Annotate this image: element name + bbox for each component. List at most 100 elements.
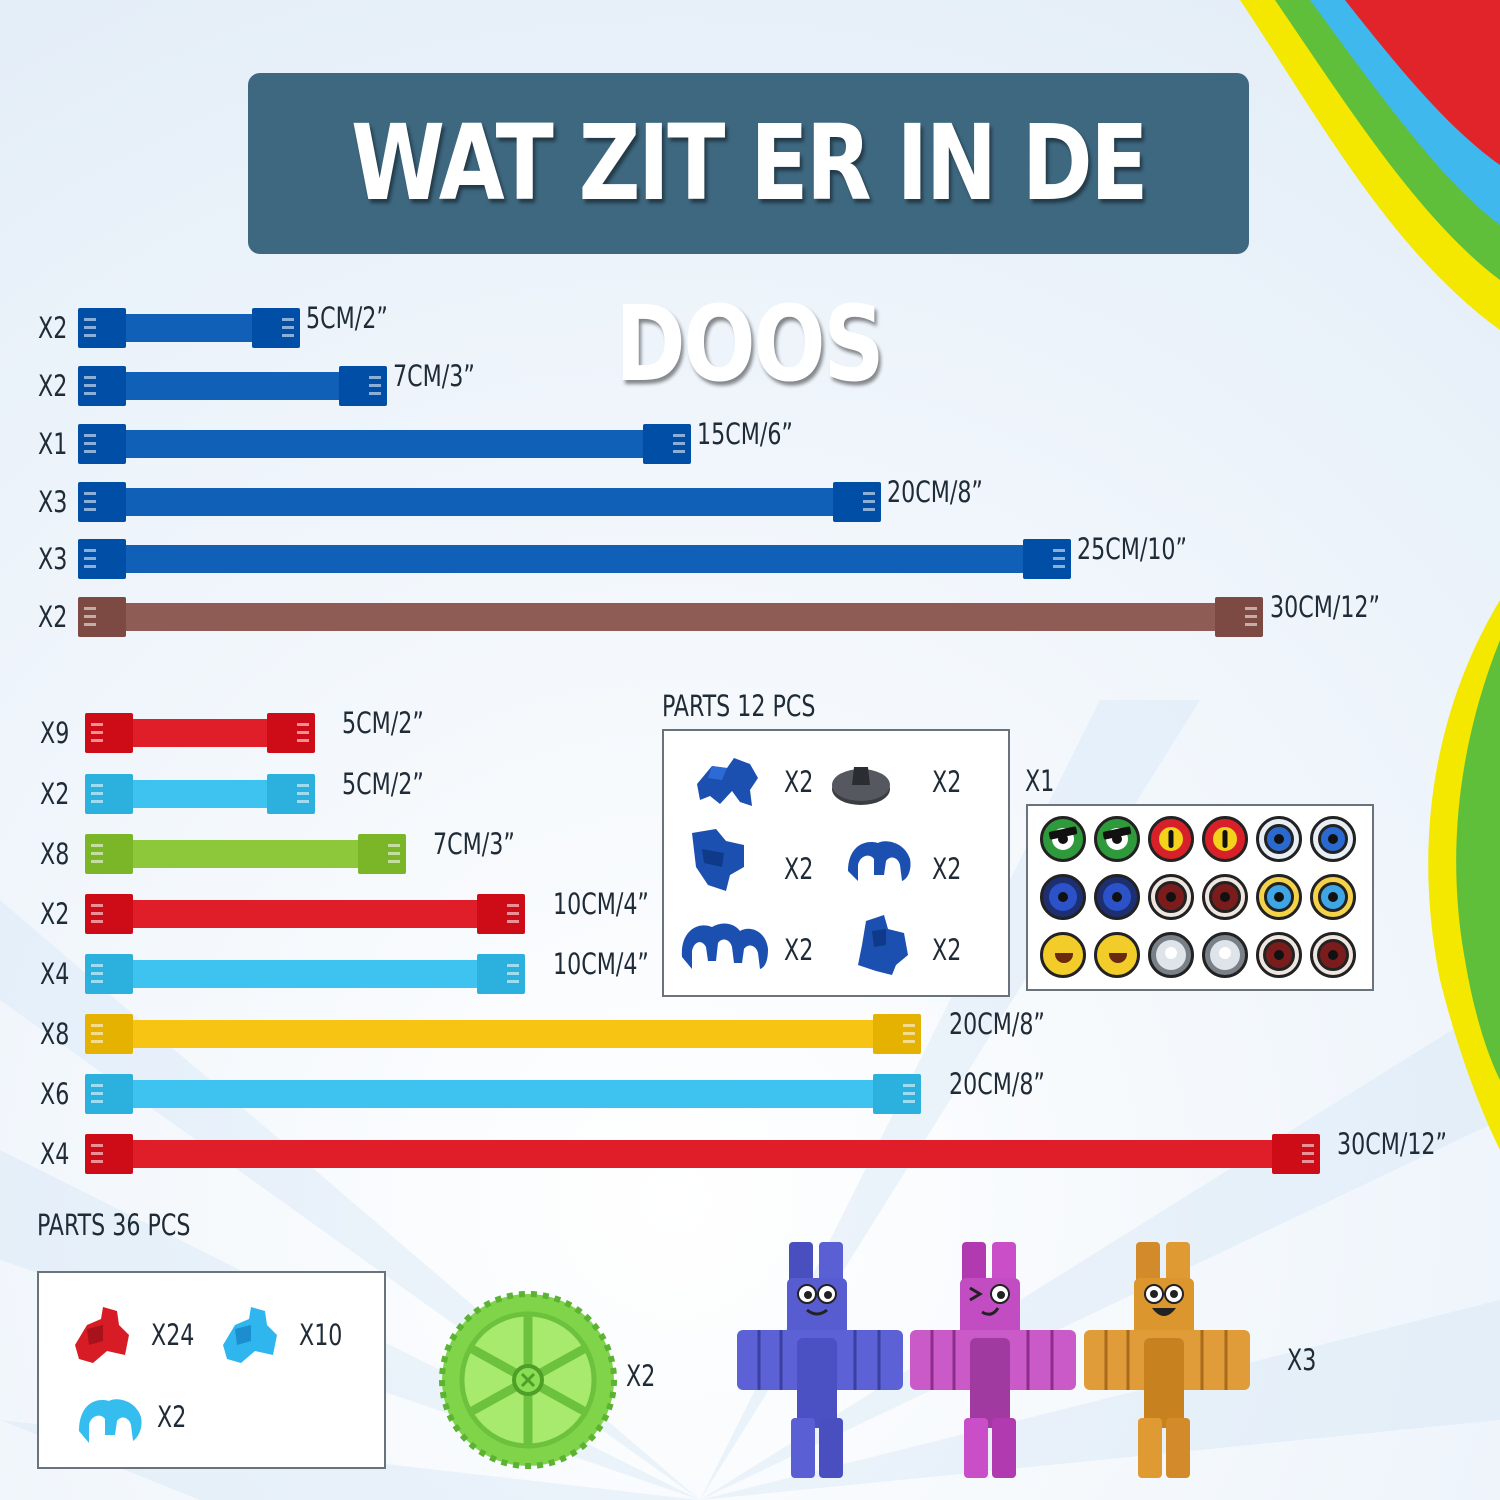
eye-sticker-yellow-face — [1094, 932, 1140, 978]
rod-blue — [78, 366, 387, 406]
wheel-qty: X2 — [626, 1359, 656, 1393]
rod-qty: X3 — [38, 485, 68, 519]
rod-end-cap — [477, 954, 525, 994]
rod-qty: X2 — [40, 777, 70, 811]
parts-36-qty: X2 — [157, 1400, 187, 1434]
rod-length-label: 20CM/8” — [949, 1007, 1045, 1041]
rod-body — [85, 960, 525, 988]
blue-hook-icon — [848, 841, 911, 881]
eye-sticker-navy — [1040, 874, 1086, 920]
rod-red — [85, 894, 525, 934]
eye-sticker-silver — [1202, 932, 1248, 978]
eyes-sheet-qty: X1 — [1025, 764, 1055, 798]
rod-end-cap — [477, 894, 525, 934]
parts-12-panel: X2 X2 X2 X2 X2 X2 — [662, 729, 1010, 997]
rod-qty: X2 — [40, 897, 70, 931]
rod-length-label: 20CM/8” — [949, 1067, 1045, 1101]
rod-end-cap — [85, 954, 133, 994]
eye-sticker-brown — [1256, 932, 1302, 978]
rod-light_blue — [85, 1074, 921, 1114]
rod-end-cap — [358, 834, 406, 874]
parts-36-label: PARTS 36 PCS — [37, 1208, 191, 1242]
rod-green — [85, 834, 406, 874]
rod-length-label: 5CM/2” — [342, 767, 424, 801]
rod-qty: X2 — [38, 311, 68, 345]
rod-end-cap — [252, 308, 300, 348]
eye-sticker-green-angry — [1094, 816, 1140, 862]
rod-body — [78, 488, 881, 516]
eye-sticker-blue-ring — [1256, 816, 1302, 862]
rod-body — [78, 603, 1263, 631]
grey-base-icon — [832, 767, 890, 805]
parts-12-qty: X2 — [932, 852, 962, 886]
rod-end-cap — [85, 834, 133, 874]
parts-36-panel: X24 X10 X2 — [37, 1271, 386, 1469]
rod-qty: X4 — [40, 1137, 70, 1171]
rod-end-cap — [78, 597, 126, 637]
rod-red — [85, 713, 315, 753]
orange-figure-icon — [1084, 1242, 1250, 1478]
eye-sticker-navy — [1094, 874, 1140, 920]
rod-length-label: 7CM/3” — [433, 827, 515, 861]
rod-end-cap — [833, 482, 881, 522]
rod-yellow — [85, 1014, 921, 1054]
eye-sticker-light-blue — [1256, 874, 1302, 920]
rod-end-cap — [78, 539, 126, 579]
rod-end-cap — [85, 774, 133, 814]
blue-connector-icon — [697, 758, 758, 806]
parts-12-qty: X2 — [784, 765, 814, 799]
rod-end-cap — [78, 482, 126, 522]
rod-end-cap — [267, 713, 315, 753]
rod-end-cap — [643, 424, 691, 464]
rod-end-cap — [873, 1074, 921, 1114]
rod-qty: X4 — [40, 957, 70, 991]
rod-body — [78, 430, 691, 458]
light-blue-hook-icon — [79, 1399, 142, 1443]
rod-body — [85, 840, 406, 868]
rod-body — [85, 900, 525, 928]
rod-end-cap — [85, 894, 133, 934]
rod-end-cap — [267, 774, 315, 814]
rod-end-cap — [78, 308, 126, 348]
parts-36-qty: X24 — [151, 1318, 195, 1352]
purple-figure-icon — [737, 1242, 903, 1478]
rod-qty: X2 — [38, 600, 68, 634]
parts-12-qty: X2 — [784, 933, 814, 967]
eye-sticker-red-cat — [1202, 816, 1248, 862]
eye-sticker-silver — [1148, 932, 1194, 978]
eye-sticker-red-cat — [1148, 816, 1194, 862]
blue-joint-icon — [858, 915, 908, 975]
eyes-sticker-sheet — [1026, 804, 1374, 991]
rod-body — [78, 545, 1071, 573]
rod-body — [85, 1080, 921, 1108]
parts-12-qty: X2 — [932, 933, 962, 967]
eye-sticker-light-blue — [1310, 874, 1356, 920]
rod-qty: X1 — [38, 427, 68, 461]
parts-36-qty: X10 — [299, 1318, 343, 1352]
parts-12-qty: X2 — [932, 765, 962, 799]
rod-qty: X6 — [40, 1077, 70, 1111]
rod-length-label: 30CM/12” — [1337, 1127, 1448, 1161]
pink-figure-icon — [910, 1242, 1076, 1478]
red-connector-icon — [75, 1307, 129, 1363]
rod-end-cap — [85, 1074, 133, 1114]
rod-brown — [78, 597, 1263, 637]
parts-12-qty: X2 — [784, 852, 814, 886]
rod-length-label: 10CM/4” — [553, 887, 649, 921]
rod-length-label: 5CM/2” — [306, 301, 388, 335]
eye-sticker-blue-ring — [1310, 816, 1356, 862]
rod-qty: X9 — [40, 716, 70, 750]
parts-12-label: PARTS 12 PCS — [662, 689, 816, 723]
rod-length-label: 15CM/6” — [697, 417, 793, 451]
blue-double-hook-icon — [681, 923, 768, 969]
rod-length-label: 7CM/3” — [393, 359, 475, 393]
green-wheel-icon — [439, 1291, 617, 1469]
rod-end-cap — [339, 366, 387, 406]
title-banner: WAT ZIT ER IN DE DOOS — [248, 73, 1249, 405]
rod-end-cap — [1215, 597, 1263, 637]
rod-end-cap — [85, 1134, 133, 1174]
blue-clip-icon — [692, 829, 744, 891]
eye-sticker-brown — [1148, 874, 1194, 920]
rod-length-label: 10CM/4” — [553, 947, 649, 981]
rod-body — [85, 1020, 921, 1048]
